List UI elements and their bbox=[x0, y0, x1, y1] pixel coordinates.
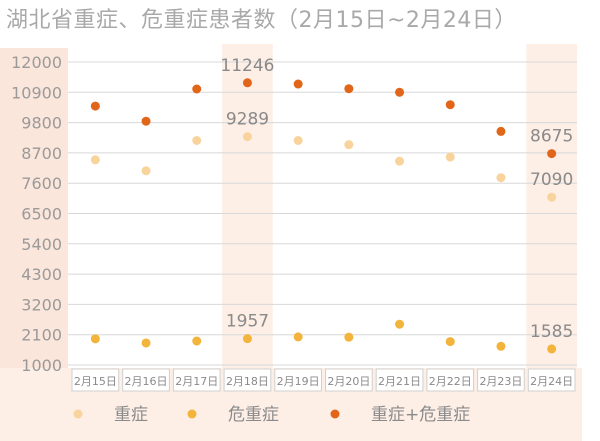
x-category-box bbox=[477, 368, 525, 392]
x-category-box bbox=[527, 368, 576, 392]
data-point bbox=[496, 341, 506, 351]
data-point bbox=[445, 337, 455, 347]
x-tick-label: 2月16日 bbox=[125, 375, 168, 388]
x-tick-label: 2月19日 bbox=[277, 375, 320, 388]
legend-label: 重症+危重症 bbox=[371, 405, 470, 425]
y-tick-label: 3200 bbox=[21, 295, 62, 314]
data-point bbox=[141, 116, 151, 126]
data-point bbox=[90, 155, 100, 165]
data-point bbox=[496, 173, 506, 183]
y-tick-label: 5400 bbox=[21, 235, 62, 254]
y-tick-label: 12000 bbox=[11, 53, 62, 72]
x-category-box bbox=[274, 368, 322, 392]
x-category-box bbox=[375, 368, 424, 392]
data-label: 1957 bbox=[226, 312, 269, 332]
y-tick-label: 4300 bbox=[21, 265, 62, 284]
data-label: 8675 bbox=[530, 127, 573, 147]
data-point bbox=[192, 136, 202, 146]
legend-marker bbox=[330, 409, 340, 419]
x-tick-label: 2月24日 bbox=[530, 375, 573, 388]
data-point bbox=[293, 136, 303, 146]
x-category-box bbox=[172, 368, 221, 392]
chart-title: 湖北省重症、危重症患者数（2月15日~2月24日） bbox=[6, 8, 517, 33]
data-point bbox=[344, 140, 354, 150]
x-tick-label: 2月20日 bbox=[327, 375, 370, 388]
data-label: 11246 bbox=[220, 56, 274, 76]
x-tick-label: 2月18日 bbox=[226, 375, 269, 388]
data-point bbox=[141, 166, 151, 176]
x-category-box bbox=[122, 368, 170, 392]
data-point bbox=[547, 344, 557, 354]
y-tick-label: 10900 bbox=[11, 83, 62, 102]
y-tick-label: 7600 bbox=[21, 174, 62, 193]
y-tick-label: 1000 bbox=[21, 356, 62, 375]
data-point bbox=[395, 319, 405, 329]
x-tick-label: 2月23日 bbox=[479, 375, 522, 388]
data-label: 1585 bbox=[530, 322, 573, 342]
data-point bbox=[90, 334, 100, 344]
data-point bbox=[293, 332, 303, 342]
data-point bbox=[141, 338, 151, 348]
y-tick-label: 9800 bbox=[21, 114, 62, 133]
data-point bbox=[242, 132, 252, 142]
data-point bbox=[293, 79, 303, 89]
x-tick-label: 2月21日 bbox=[378, 375, 421, 388]
x-category-box bbox=[426, 368, 475, 392]
data-point bbox=[547, 192, 557, 202]
y-tick-label: 8700 bbox=[21, 144, 62, 163]
data-point bbox=[344, 84, 354, 94]
data-point bbox=[395, 156, 405, 166]
legend-marker bbox=[73, 409, 83, 419]
x-category-box bbox=[71, 368, 120, 392]
data-point bbox=[496, 126, 506, 136]
x-category-box bbox=[223, 368, 272, 392]
y-tick-label: 2100 bbox=[21, 326, 62, 345]
data-point bbox=[242, 78, 252, 88]
data-point bbox=[547, 149, 557, 159]
data-point bbox=[192, 336, 202, 346]
data-point bbox=[242, 334, 252, 344]
data-label: 7090 bbox=[530, 170, 573, 190]
legend-label: 重症 bbox=[114, 405, 148, 425]
data-point bbox=[90, 101, 100, 111]
data-point bbox=[192, 84, 202, 94]
x-category-box bbox=[325, 368, 373, 392]
data-label: 9289 bbox=[226, 110, 269, 130]
legend-marker bbox=[187, 409, 197, 419]
highlight-column bbox=[526, 44, 577, 394]
legend-label: 危重症 bbox=[228, 405, 279, 425]
data-point bbox=[445, 152, 455, 162]
x-tick-label: 2月17日 bbox=[175, 375, 218, 388]
data-point bbox=[395, 87, 405, 97]
x-tick-label: 2月22日 bbox=[429, 375, 472, 388]
y-tick-label: 6500 bbox=[21, 205, 62, 224]
data-point bbox=[445, 100, 455, 110]
x-tick-label: 2月15日 bbox=[74, 375, 117, 388]
data-point bbox=[344, 332, 354, 342]
